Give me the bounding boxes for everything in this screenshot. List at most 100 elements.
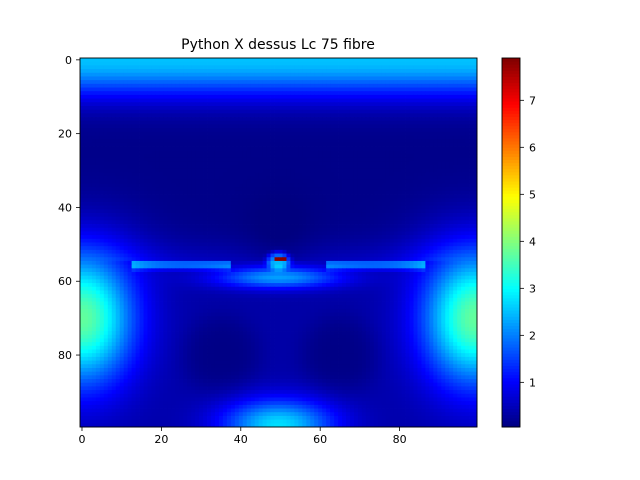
heatmap-cell [449,109,454,114]
heatmap-cell [242,72,248,77]
heatmap-cell [349,201,355,206]
heatmap-cell [286,157,291,162]
heatmap-cell [234,224,240,229]
heatmap-cell [270,150,275,155]
heatmap-cell [230,65,236,70]
heatmap-cell [373,235,379,240]
heatmap-cell [357,80,363,85]
heatmap-cell [437,179,442,184]
heatmap-cell [87,201,93,206]
heatmap-cell [119,69,125,74]
heatmap-cell [195,198,200,203]
heatmap-cell [123,76,129,81]
heatmap-cell [179,172,184,177]
heatmap-cell [373,94,379,99]
heatmap-cell [238,161,244,166]
heatmap-cell [270,235,275,240]
heatmap-cell [449,146,454,151]
heatmap-cell [429,98,434,103]
heatmap-cell [234,231,240,236]
heatmap-cell [449,117,454,122]
heatmap-cell [365,142,371,147]
heatmap-cell [365,205,371,210]
heatmap-cell [457,235,462,240]
heatmap-cell [214,91,220,96]
heatmap-cell [147,235,152,240]
heatmap-cell [361,69,367,74]
heatmap-cell [80,220,85,225]
heatmap-cell [218,190,224,195]
heatmap-cell [258,172,264,177]
heatmap-cell [445,201,450,206]
heatmap-cell [290,80,295,85]
heatmap-cell [107,94,113,99]
heatmap-cell [469,201,474,206]
heatmap-cell [302,205,307,210]
heatmap-cell [107,153,113,159]
heatmap-cell [401,238,406,243]
heatmap-cell [461,80,466,85]
heatmap-cell [381,150,387,155]
heatmap-cell [377,83,383,88]
heatmap-cell [322,205,327,210]
heatmap-cell [413,120,418,125]
heatmap-cell [127,179,133,184]
heatmap-cell [139,176,144,181]
heatmap-cell [218,120,224,125]
heatmap-cell [465,139,470,144]
heatmap-cell [159,187,164,192]
heatmap-cell [163,80,168,85]
heatmap-cell [353,98,359,103]
heatmap-cell [262,212,267,218]
heatmap-cell [218,227,224,232]
heatmap-cell [385,94,391,99]
heatmap-cell [135,124,140,129]
heatmap-cell [175,194,180,199]
heatmap-cell [242,58,248,63]
heatmap-cell [119,231,125,236]
heatmap-cell [171,117,176,122]
heatmap-cell [238,150,244,155]
heatmap-cell [222,105,228,111]
heatmap-cell [429,61,434,66]
heatmap-cell [191,165,196,170]
heatmap-cell [131,109,136,114]
heatmap-cell [417,209,422,214]
heatmap-cell [175,168,180,173]
heatmap-cell [393,142,398,147]
heatmap-cell [306,231,311,236]
heatmap-cell [155,87,160,92]
heatmap-cell [282,58,287,63]
heatmap-cell [433,187,438,192]
heatmap-cell [449,83,454,88]
heatmap-cell [211,227,216,232]
heatmap-cell [326,131,331,136]
heatmap-cell [115,168,121,173]
heatmap-cell [199,146,204,151]
heatmap-cell [310,187,315,192]
heatmap-cell [429,109,434,114]
heatmap-cell [457,139,462,144]
heatmap-cell [302,187,307,192]
heatmap-cell [433,161,438,166]
heatmap-cell [115,190,121,195]
heatmap-cell [218,153,224,159]
heatmap-cell [445,161,450,166]
heatmap-cell [103,80,109,85]
heatmap-cell [203,227,208,232]
heatmap-cell [421,113,426,118]
heatmap-cell [218,128,224,133]
heatmap-cell [425,124,430,129]
heatmap-cell [282,105,287,111]
heatmap-cell [222,131,228,136]
heatmap-cell [179,227,184,232]
heatmap-cell [326,142,331,147]
heatmap-cell [306,58,311,63]
heatmap-cell [111,194,117,199]
heatmap-cell [326,146,331,151]
heatmap-cell [437,113,442,118]
heatmap-cell [405,194,410,199]
heatmap-cell [187,176,192,181]
heatmap-cell [345,58,351,63]
heatmap-cell [139,76,144,81]
